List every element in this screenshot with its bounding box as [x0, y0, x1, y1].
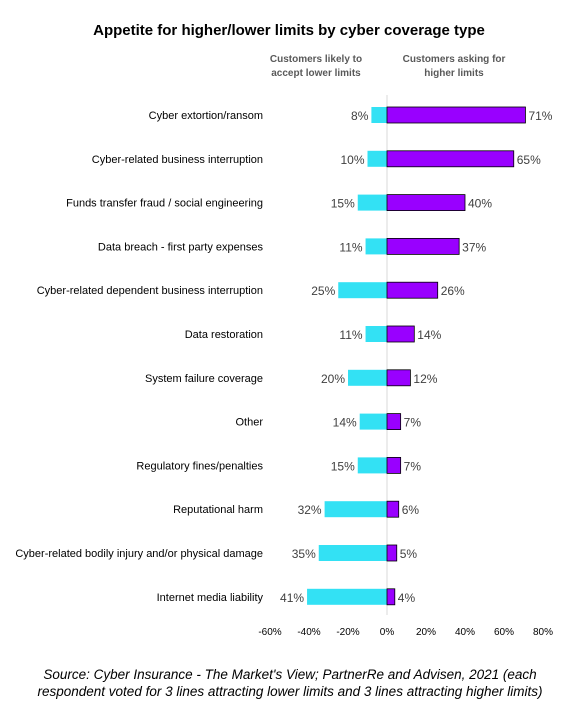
x-tick-label: 80%: [533, 627, 553, 638]
x-tick-label: 60%: [494, 627, 514, 638]
bar-lower-limits: [367, 150, 387, 167]
bar-higher-limits: [386, 413, 402, 431]
bar-lower-limits: [307, 588, 387, 605]
bar-lower-limits: [348, 369, 387, 386]
bar-lower-limits: [324, 501, 387, 518]
bar-higher-limits: [386, 588, 396, 606]
data-label-lower: 32%: [298, 503, 322, 517]
data-label-higher: 40%: [468, 197, 492, 211]
category-label: Cyber-related dependent business interru…: [37, 285, 263, 297]
category-label: Cyber-related bodily injury and/or physi…: [15, 548, 263, 560]
bar-chart: Cyber extortion/ransom 8% 71% Cyber-related…: [15, 95, 553, 638]
data-label-lower: 20%: [321, 372, 345, 386]
category-label: Funds transfer fraud / social engineerin…: [66, 198, 263, 210]
source-note: Source: Cyber Insurance - The Market's V…: [37, 667, 543, 699]
bar-lower-limits: [359, 413, 387, 430]
bar-higher-limits: [386, 281, 439, 299]
bar-lower-limits: [338, 282, 387, 299]
data-label-higher: 7%: [404, 459, 422, 473]
bar-higher-limits: [386, 325, 415, 343]
chart-title: Appetite for higher/lower limits by cybe…: [93, 22, 485, 39]
bar-lower-limits: [357, 194, 387, 211]
data-label-lower: 11%: [339, 240, 362, 254]
bar-higher-limits: [386, 456, 402, 474]
data-label-higher: 26%: [441, 284, 465, 298]
data-label-higher: 5%: [400, 547, 418, 561]
data-label-higher: 37%: [462, 240, 486, 254]
bar-lower-limits: [365, 238, 387, 255]
x-tick-label: -40%: [297, 627, 320, 638]
category-label: Other: [235, 417, 263, 429]
data-label-higher: 7%: [404, 416, 422, 430]
data-label-higher: 65%: [517, 153, 541, 167]
legend-higher-limits: Customers asking for higher limits: [402, 54, 506, 79]
data-label-lower: 10%: [340, 153, 364, 167]
category-label: Regulatory fines/penalties: [136, 460, 263, 472]
data-label-lower: 15%: [331, 459, 355, 473]
bar-lower-limits: [357, 457, 387, 474]
category-label: Reputational harm: [173, 504, 263, 516]
data-label-higher: 12%: [413, 372, 437, 386]
x-tick-label: 20%: [416, 627, 436, 638]
data-label-lower: 15%: [331, 197, 355, 211]
data-label-higher: 71%: [528, 109, 552, 123]
x-tick-label: -20%: [336, 627, 359, 638]
category-label: Data breach - first party expenses: [98, 241, 264, 253]
category-label: System failure coverage: [145, 373, 263, 385]
bar-higher-limits: [386, 106, 526, 124]
legend-lower-limits: Customers likely to accept lower limits: [269, 54, 363, 79]
category-label: Cyber-related business interruption: [92, 154, 263, 166]
bar-higher-limits: [386, 500, 400, 518]
data-label-lower: 41%: [280, 591, 304, 605]
bar-higher-limits: [386, 150, 515, 168]
bar-higher-limits: [386, 237, 460, 255]
x-tick-label: -60%: [258, 627, 281, 638]
bar-higher-limits: [386, 544, 398, 562]
x-tick-label: 40%: [455, 627, 475, 638]
bar-lower-limits: [318, 545, 387, 561]
data-label-lower: 35%: [292, 547, 316, 561]
bar-higher-limits: [386, 194, 466, 212]
data-label-lower: 14%: [333, 416, 357, 430]
data-label-higher: 6%: [402, 503, 420, 517]
bar-higher-limits: [386, 369, 411, 387]
data-label-lower: 25%: [311, 284, 335, 298]
data-label-lower: 11%: [339, 328, 362, 342]
x-tick-label: 0%: [380, 627, 395, 638]
bar-lower-limits: [371, 107, 387, 123]
category-label: Data restoration: [185, 329, 263, 341]
data-label-lower: 8%: [351, 109, 369, 123]
category-label: Cyber extortion/ransom: [149, 110, 263, 122]
data-label-higher: 14%: [417, 328, 441, 342]
data-label-higher: 4%: [398, 591, 416, 605]
bar-lower-limits: [365, 326, 387, 342]
category-label: Internet media liability: [157, 592, 264, 604]
